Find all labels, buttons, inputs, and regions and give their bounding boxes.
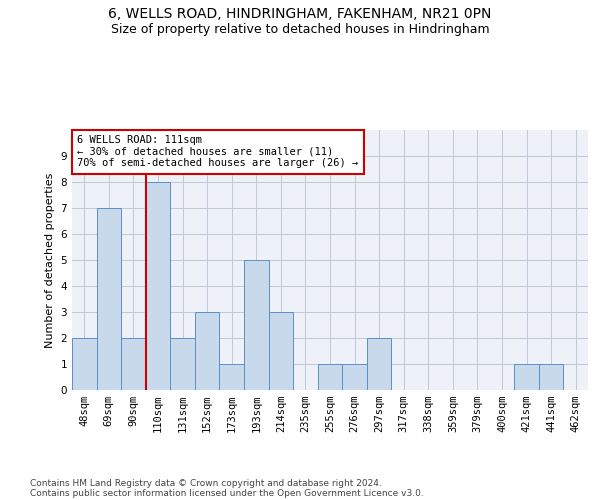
- Bar: [244, 260, 269, 390]
- Text: Size of property relative to detached houses in Hindringham: Size of property relative to detached ho…: [110, 22, 490, 36]
- Bar: [97, 208, 121, 390]
- Bar: [195, 312, 220, 390]
- Bar: [170, 338, 195, 390]
- Bar: [342, 364, 367, 390]
- Bar: [367, 338, 391, 390]
- Text: 6 WELLS ROAD: 111sqm
← 30% of detached houses are smaller (11)
70% of semi-detac: 6 WELLS ROAD: 111sqm ← 30% of detached h…: [77, 135, 358, 168]
- Bar: [514, 364, 539, 390]
- Text: 6, WELLS ROAD, HINDRINGHAM, FAKENHAM, NR21 0PN: 6, WELLS ROAD, HINDRINGHAM, FAKENHAM, NR…: [109, 8, 491, 22]
- Bar: [539, 364, 563, 390]
- Bar: [72, 338, 97, 390]
- Text: Contains public sector information licensed under the Open Government Licence v3: Contains public sector information licen…: [30, 488, 424, 498]
- Bar: [146, 182, 170, 390]
- Bar: [121, 338, 146, 390]
- Y-axis label: Number of detached properties: Number of detached properties: [45, 172, 55, 348]
- Bar: [220, 364, 244, 390]
- Text: Contains HM Land Registry data © Crown copyright and database right 2024.: Contains HM Land Registry data © Crown c…: [30, 478, 382, 488]
- Bar: [269, 312, 293, 390]
- Bar: [318, 364, 342, 390]
